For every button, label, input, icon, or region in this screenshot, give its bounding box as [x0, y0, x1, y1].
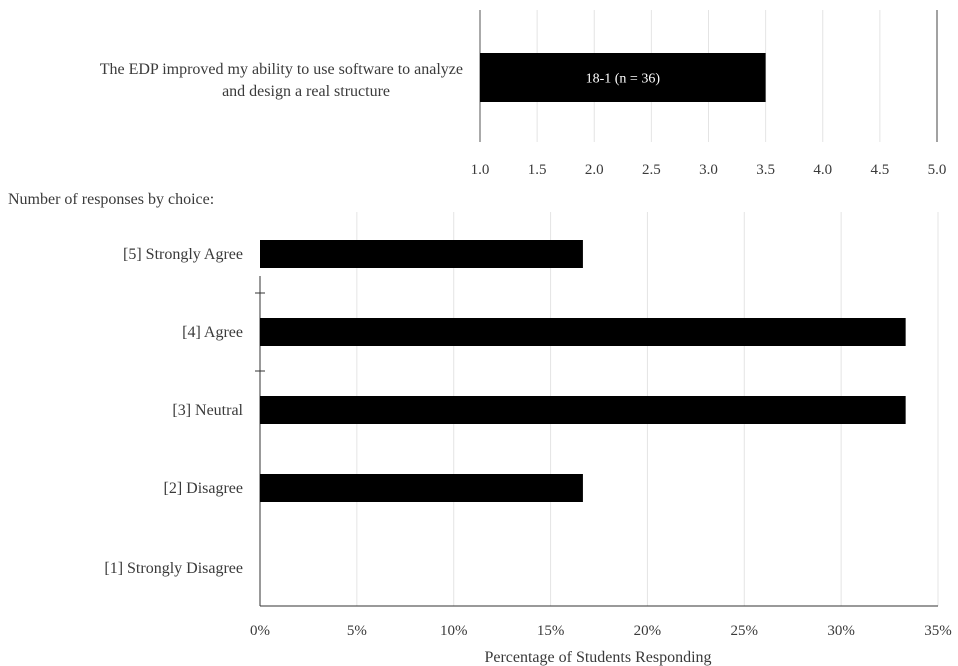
tick-label: 2.0 — [585, 162, 604, 178]
x-axis-title: Percentage of Students Responding — [484, 649, 711, 666]
distribution-category-labels: [5] Strongly Agree [4] Agree [3] Neutral [2… — [104, 246, 243, 577]
statement-label-line-2: and design a real structure — [222, 83, 390, 100]
tick-label: 25% — [731, 623, 759, 639]
category-label: [3] Neutral — [172, 402, 243, 419]
bar — [480, 53, 766, 102]
tick-label: 20% — [634, 623, 662, 639]
bar — [260, 318, 906, 346]
tick-label: 2.5 — [642, 162, 661, 178]
response-distribution-chart: [5] Strongly Agree [4] Agree [3] Neutral [2… — [104, 212, 952, 666]
statement-label-line-1: The EDP improved my ability to use softw… — [100, 61, 463, 78]
bar-label: 18-1 (n = 36) — [586, 72, 661, 87]
mean-score-bars: 18-1 (n = 36) — [480, 53, 766, 102]
category-label: [4] Agree — [182, 324, 243, 341]
tick-label: 1.0 — [471, 162, 490, 178]
tick-label: 4.5 — [871, 162, 890, 178]
category-label: [1] Strongly Disagree — [104, 560, 243, 577]
responses-heading: Number of responses by choice: — [8, 191, 214, 208]
tick-label: 15% — [537, 623, 565, 639]
tick-label: 5% — [347, 623, 367, 639]
mean-score-tick-labels: 1.0 1.5 2.0 2.5 3.0 3.5 4.0 4.5 5.0 — [471, 162, 947, 178]
tick-label: 10% — [440, 623, 468, 639]
tick-label: 30% — [827, 623, 855, 639]
tick-label: 3.0 — [699, 162, 718, 178]
mean-score-chart: The EDP improved my ability to use softw… — [100, 10, 947, 178]
bar — [260, 474, 583, 502]
distribution-bars — [260, 240, 906, 502]
category-label: [2] Disagree — [163, 480, 243, 497]
tick-label: 0% — [250, 623, 270, 639]
tick-label: 1.5 — [528, 162, 547, 178]
tick-label: 5.0 — [928, 162, 947, 178]
tick-label: 35% — [924, 623, 952, 639]
tick-label: 3.5 — [756, 162, 775, 178]
bar — [260, 396, 906, 424]
distribution-tick-labels: 0% 5% 10% 15% 20% 25% 30% 35% — [250, 623, 952, 639]
category-label: [5] Strongly Agree — [123, 246, 243, 263]
bar — [260, 240, 583, 268]
tick-label: 4.0 — [813, 162, 832, 178]
